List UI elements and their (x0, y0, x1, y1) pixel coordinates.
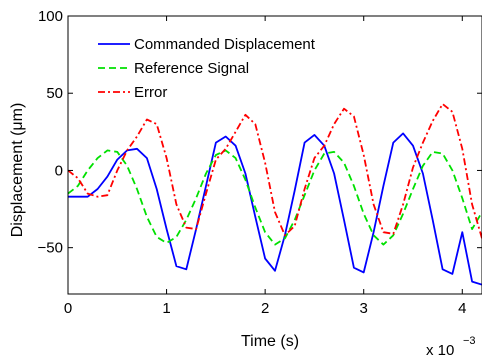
series-line-commanded-displacement (68, 132, 482, 286)
y-tick-label: 100 (38, 8, 63, 25)
x-multiplier-label: x 10 (426, 342, 454, 358)
x-tick-label: 3 (360, 300, 368, 317)
series-line-reference-signal (68, 149, 482, 246)
y-tick-label: 0 (55, 162, 63, 179)
ticks-layer: 0 1 2 3 4 −50 0 50 100 (38, 8, 482, 317)
x-axis-label: Time (s) (241, 333, 299, 350)
x-tick-label: 1 (162, 300, 170, 317)
x-multiplier-exponent: −3 (463, 335, 476, 347)
plot-area (67, 15, 482, 295)
series-line-error (68, 103, 482, 239)
axes-frame (67, 15, 482, 295)
axes-box (68, 16, 482, 294)
x-tick-label: 4 (458, 300, 466, 317)
legend-label: Commanded Displacement (134, 36, 316, 53)
legend-label: Error (134, 84, 167, 101)
legend-label: Reference Signal (134, 60, 249, 77)
y-tick-label: −50 (38, 240, 63, 257)
legend: Commanded Displacement Reference Signal Er… (98, 36, 316, 101)
series-layer (68, 103, 482, 286)
y-tick-label: 50 (46, 85, 63, 102)
x-tick-label: 2 (261, 300, 269, 317)
x-tick-label: 0 (64, 300, 72, 317)
y-axis-label: Displacement (μm) (9, 103, 26, 238)
